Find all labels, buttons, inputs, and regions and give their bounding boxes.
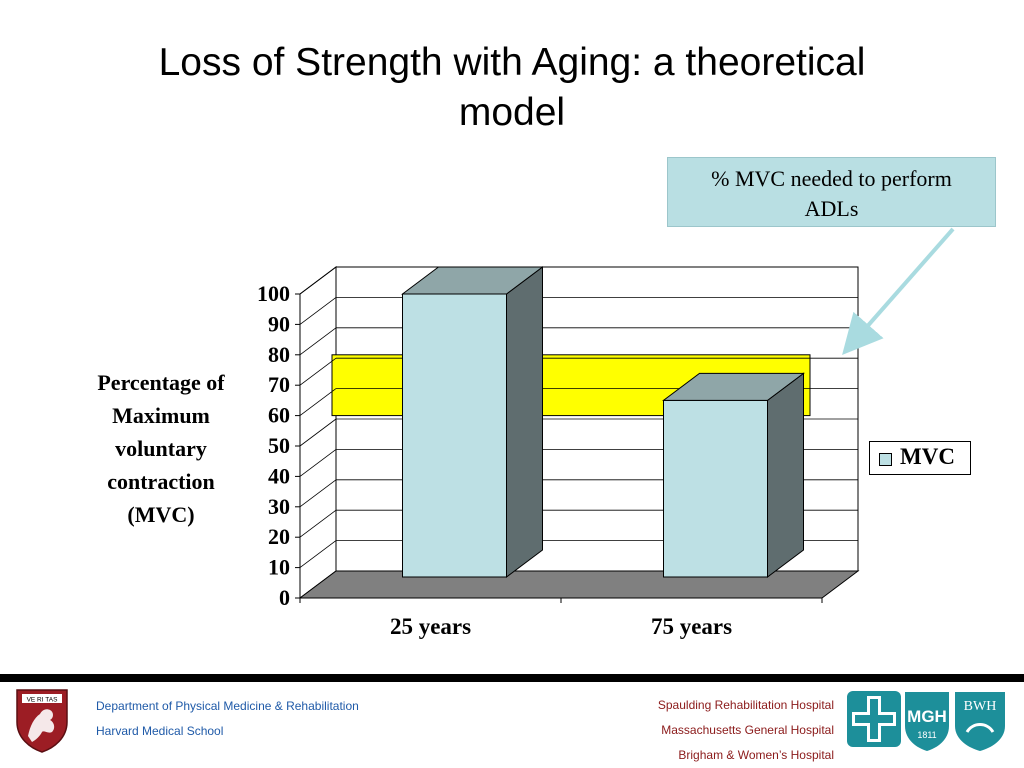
y-tick-label: 0	[279, 585, 290, 610]
gridline-side	[299, 418, 337, 447]
y-axis-label: Percentage of Maximum voluntary contract…	[72, 366, 250, 531]
footer-hospital-1: Spaulding Rehabilitation Hospital	[657, 698, 834, 712]
bwh-logo-icon: BWH	[955, 692, 1005, 751]
gridline-side	[299, 327, 337, 356]
ylabel-line-4: contraction	[107, 469, 215, 494]
slide-title: Loss of Strength with Aging: a theoretic…	[0, 38, 1024, 138]
ylabel-line-5: (MVC)	[127, 502, 195, 527]
gridline-side	[299, 297, 337, 325]
mgh-logo-text: MGH	[907, 707, 947, 726]
bar-top-0	[401, 266, 544, 295]
callout-line-1: % MVC needed to perform	[711, 166, 952, 191]
y-tick-label: 100	[257, 281, 290, 306]
chart-floor-plane	[298, 570, 860, 599]
mgh-year-text: 1811	[917, 730, 936, 740]
ylabel-line-2: Maximum	[112, 403, 210, 428]
gridline-side	[299, 266, 337, 295]
gridline-side	[299, 449, 337, 477]
title-line-1: Loss of Strength with Aging: a theoretic…	[158, 41, 866, 84]
y-tick-label: 40	[268, 463, 290, 488]
hospital-logos: MGH 1811 BWH	[847, 691, 1005, 751]
y-tick-label: 90	[268, 311, 290, 336]
y-tick-label: 10	[268, 555, 290, 580]
callout-line-2: ADLs	[804, 196, 859, 221]
chart-floor	[295, 293, 860, 603]
legend-swatch	[879, 453, 892, 466]
y-tick-label: 20	[268, 524, 290, 549]
y-tick-label: 80	[268, 342, 290, 367]
mgh-logo-icon: MGH 1811	[905, 692, 949, 751]
y-tick-label: 30	[268, 494, 290, 519]
x-tick-labels: 25 years 75 years	[390, 614, 732, 639]
x-tick-label: 25 years	[390, 614, 471, 639]
gridline-side	[299, 479, 337, 508]
x-tick-label: 75 years	[651, 614, 732, 639]
gridline-side	[299, 357, 337, 386]
gridline-side	[299, 509, 337, 538]
footer-department: Department of Physical Medicine & Rehabi…	[96, 699, 359, 713]
callout-box: % MVC needed to perform ADLs	[667, 157, 996, 227]
bwh-logo-text: BWH	[964, 699, 997, 714]
chart-legend: MVC	[869, 441, 971, 475]
bar-top-1	[662, 372, 805, 401]
bar-front-0	[402, 293, 507, 578]
spaulding-logo-icon	[847, 691, 901, 747]
legend-label: MVC	[900, 444, 955, 469]
gridline-side	[299, 540, 337, 568]
bar-side-0	[506, 266, 543, 578]
title-line-2: model	[458, 91, 566, 134]
callout-arrow-line	[842, 227, 955, 356]
footer-divider	[0, 674, 1024, 682]
y-tick-label: 70	[268, 372, 290, 397]
ylabel-line-3: voluntary	[115, 436, 207, 461]
bar-front-1	[663, 399, 768, 578]
y-tick-label: 60	[268, 403, 290, 428]
callout-arrow	[842, 227, 955, 356]
shield-motto-text: VE RI TAS	[27, 697, 58, 704]
bars	[401, 266, 805, 578]
y-tick-label: 50	[268, 433, 290, 458]
bar-side-1	[767, 372, 804, 578]
footer-hospital-2: Massachusetts General Hospital	[661, 723, 834, 737]
footer-school: Harvard Medical School	[96, 724, 224, 738]
y-tick-labels: 0 10 20 30 40 50 60 70 80 90 100	[257, 281, 290, 610]
gridline-side	[299, 388, 337, 416]
ylabel-line-1: Percentage of	[97, 370, 225, 395]
harvard-shield-logo: VE RI TAS	[16, 689, 68, 753]
footer-hospital-3: Brigham & Women’s Hospital	[678, 748, 834, 762]
